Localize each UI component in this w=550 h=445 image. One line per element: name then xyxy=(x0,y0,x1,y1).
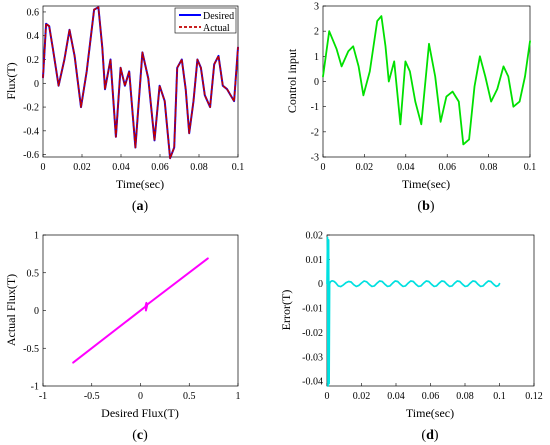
panel-d-ytick-label-3: -0.01 xyxy=(302,304,323,315)
panel-c-ylabel: Actual Flux(T) xyxy=(4,274,18,346)
panel-d-xtick-label-5: 0.1 xyxy=(493,391,506,402)
panel-d-ytick-label-1: -0.03 xyxy=(302,352,323,363)
panel-b-xlabel: Time(sec) xyxy=(402,177,450,191)
panel-d-ticks: 0 0.02 0.04 0.06 0.08 0.1 0.12 -0.04 -0.03 -0.02 -… xyxy=(302,231,543,403)
panel-a-xtick-label-4: 0.08 xyxy=(190,162,208,173)
panel-c-xtick-label-2: 0 xyxy=(138,391,143,402)
panel-d-ytick-label-2: -0.02 xyxy=(302,328,323,339)
panel-c-xtick-label-4: 1 xyxy=(236,391,241,402)
panel-c-label: (c) xyxy=(132,428,148,443)
panel-b-xtick-label-2: 0.04 xyxy=(397,162,415,173)
panel-d-series-layer xyxy=(326,236,501,387)
panel-d-ytick-label-6: 0.02 xyxy=(306,231,324,242)
panel-b-xtick-label-5: 0.1 xyxy=(524,162,537,173)
panel-a-plot-frame xyxy=(42,5,239,158)
panel-a-ytick-label-6: 0.6 xyxy=(27,7,40,18)
panel-d-ytick-label-4: 0 xyxy=(318,279,323,290)
panel-c-ticks: -1 -0.5 0 0.5 1 -1 -0.5 0 0.5 1 xyxy=(23,231,240,403)
panel-d-ylabel: Error(T) xyxy=(279,290,293,331)
panel-c-xtick-label-3: 0.5 xyxy=(183,391,196,402)
panel-d-xtick-label-2: 0.04 xyxy=(387,391,405,402)
panel-c-xlabel: Desired Flux(T) xyxy=(101,406,179,420)
panel-c-ytick-label-0: -1 xyxy=(31,382,39,393)
panel-d-xlabel: Time(sec) xyxy=(406,406,454,420)
panel-b-xtick-label-3: 0.06 xyxy=(438,162,456,173)
panel-a-xlabel: Time(sec) xyxy=(116,177,164,191)
panel-b-ytick-label-2: -1 xyxy=(311,102,319,113)
panel-a-ytick-label-4: 0.2 xyxy=(27,55,40,66)
panel-d-xtick-label-0: 0 xyxy=(325,391,330,402)
panel-b-ytick-label-0: -3 xyxy=(311,153,319,164)
panel-b-ylabel: Control input xyxy=(285,48,299,113)
panel-c: -1 -0.5 0 0.5 1 -1 -0.5 0 0.5 1 Desired Flux(T) A… xyxy=(4,231,241,444)
panel-a-letter: a xyxy=(137,199,144,214)
panel-d-label: (d) xyxy=(421,428,438,443)
panel-b-xtick-label-0: 0 xyxy=(321,162,326,173)
panel-b-series-0-line xyxy=(322,15,531,146)
panel-c-ytick-label-2: 0 xyxy=(34,306,39,317)
panel-b: 0 0.02 0.04 0.06 0.08 0.1 -3 -2 -1 0 1 2 3 Time(sec)… xyxy=(285,2,536,215)
panel-a-xtick-label-1: 0.02 xyxy=(73,162,91,173)
panel-b-letter: b xyxy=(422,199,430,214)
panel-d-series-0-line xyxy=(326,236,501,387)
panel-c-ytick-label-3: 0.5 xyxy=(27,268,40,279)
panel-b-label: (b) xyxy=(417,199,434,214)
panel-b-ytick-label-4: 1 xyxy=(314,52,319,63)
panel-d: 0 0.02 0.04 0.06 0.08 0.1 0.12 -0.04 -0.03 -0.02 -… xyxy=(279,231,543,444)
panel-a-legend: Desired Actual xyxy=(174,7,237,34)
panel-a-ytick-label-1: -0.4 xyxy=(23,126,39,137)
panel-a-ytick-label-0: -0.6 xyxy=(23,150,39,161)
panel-a-xtick-label-0: 0 xyxy=(41,162,46,173)
panel-c-series-0-line xyxy=(72,257,209,364)
panel-d-letter: d xyxy=(426,428,434,443)
panel-a-series-layer xyxy=(42,6,239,160)
panel-b-ytick-label-5: 2 xyxy=(314,27,319,38)
panel-b-series-layer xyxy=(322,15,531,146)
panel-c-ytick-label-1: -0.5 xyxy=(23,344,39,355)
panel-d-xtick-label-1: 0.02 xyxy=(353,391,371,402)
panel-b-ytick-label-6: 3 xyxy=(314,2,319,13)
panel-d-xtick-label-6: 0.12 xyxy=(525,391,543,402)
panel-a-ytick-label-5: 0.4 xyxy=(27,31,40,42)
panel-b-xtick-label-4: 0.08 xyxy=(480,162,498,173)
panel-d-ytick-label-5: 0.01 xyxy=(306,255,324,266)
panel-b-ticks: 0 0.02 0.04 0.06 0.08 0.1 -3 -2 -1 0 1 2 3 xyxy=(311,2,537,174)
panel-a-ticks: 0 0.02 0.04 0.06 0.08 0.1 -0.6 -0.4 -0.2 0 0.2 0.4 0… xyxy=(23,7,244,173)
panel-d-plot-frame xyxy=(326,234,535,387)
panel-a-xtick-label-2: 0.04 xyxy=(112,162,130,173)
panel-a-ytick-label-2: -0.2 xyxy=(23,103,39,114)
panel-d-ytick-label-0: -0.04 xyxy=(302,377,323,388)
panel-a: 0 0.02 0.04 0.06 0.08 0.1 -0.6 -0.4 -0.2 0 0.2 0.4 0… xyxy=(4,5,244,214)
panel-c-letter: c xyxy=(137,428,143,443)
panel-d-xtick-label-4: 0.08 xyxy=(456,391,474,402)
panel-c-series-layer xyxy=(72,257,209,364)
panel-c-xtick-label-0: -1 xyxy=(39,391,47,402)
panel-a-legend-desired: Desired xyxy=(203,11,234,22)
panel-b-xtick-label-1: 0.02 xyxy=(356,162,374,173)
panel-a-xtick-label-5: 0.1 xyxy=(232,162,245,173)
panel-d-xtick-label-3: 0.06 xyxy=(422,391,440,402)
panel-a-series-1-line xyxy=(42,6,239,159)
panel-a-legend-box xyxy=(174,7,237,34)
panel-b-ytick-label-3: 0 xyxy=(314,77,319,88)
panel-a-ytick-label-3: 0 xyxy=(34,79,39,90)
panel-a-ylabel: Flux(T) xyxy=(4,62,18,99)
panel-c-ytick-label-4: 1 xyxy=(34,231,39,242)
panel-a-legend-actual: Actual xyxy=(203,23,230,34)
panel-a-xtick-label-3: 0.06 xyxy=(151,162,169,173)
panel-b-ytick-label-1: -2 xyxy=(311,127,319,138)
panel-a-label: (a) xyxy=(132,199,149,214)
panel-c-xtick-label-1: -0.5 xyxy=(84,391,100,402)
